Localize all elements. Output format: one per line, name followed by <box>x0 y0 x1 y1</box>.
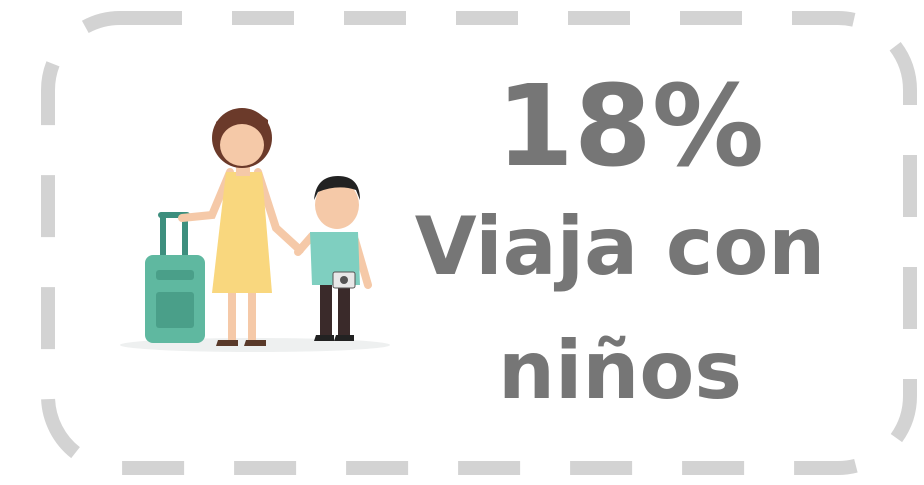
family-illustration <box>120 108 390 352</box>
stat-label-line: niños <box>498 324 742 417</box>
stat-label-line: Viaja con <box>415 200 826 293</box>
infographic-card: 18% Viaja con niños <box>0 0 924 485</box>
stat-figure: 18% <box>496 62 764 192</box>
